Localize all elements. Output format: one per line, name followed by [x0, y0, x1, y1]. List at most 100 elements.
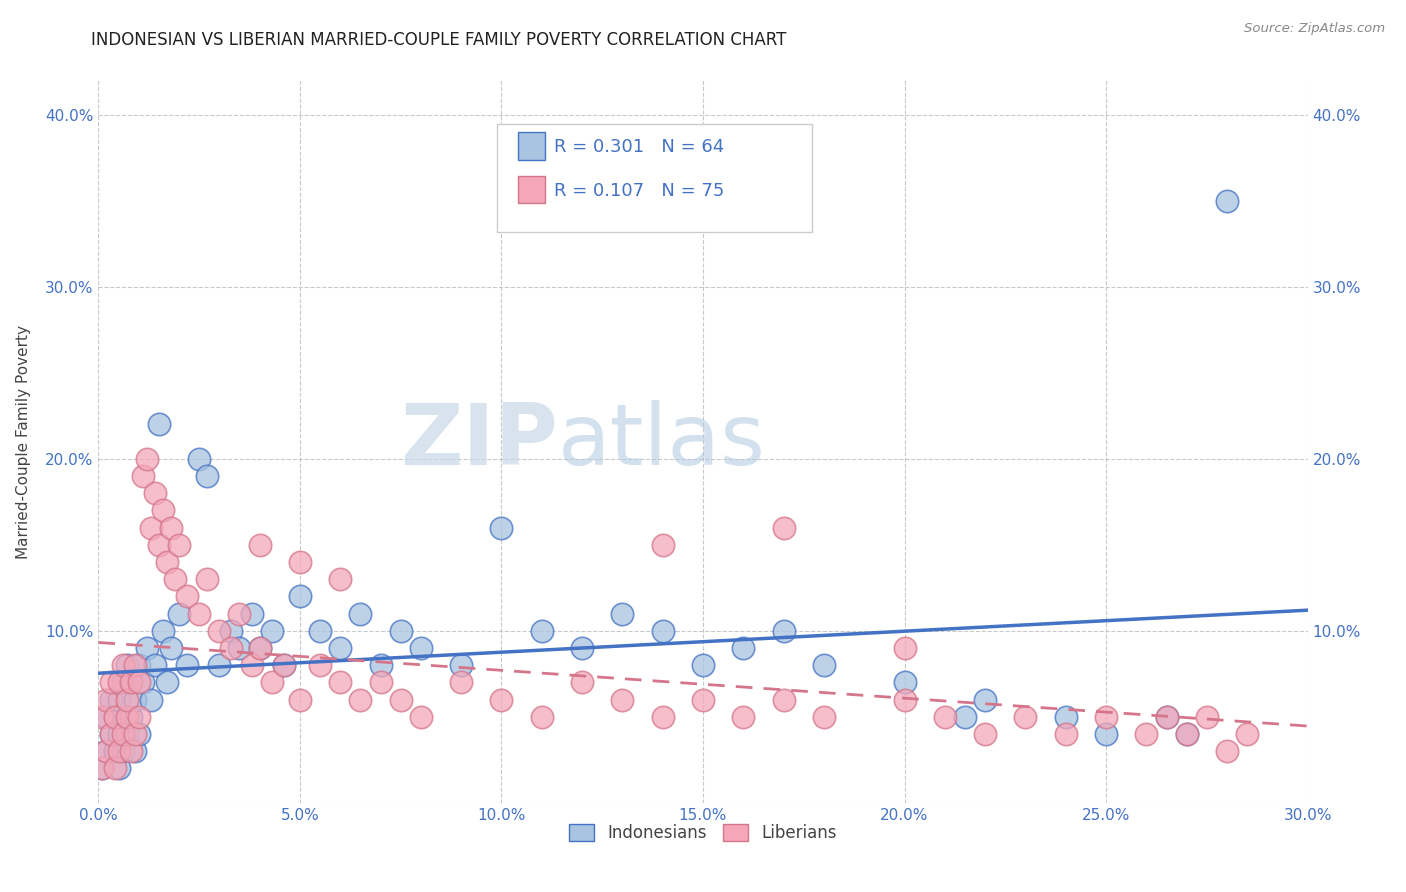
Point	[100, 675, 122, 690]
Point	[115, 692, 138, 706]
Point	[389, 624, 412, 638]
Point	[128, 710, 150, 724]
Point	[111, 675, 134, 690]
Point	[156, 675, 179, 690]
Point	[260, 675, 283, 690]
Point	[103, 710, 125, 724]
Point	[128, 675, 150, 690]
Point	[195, 469, 218, 483]
Point	[370, 658, 392, 673]
Text: atlas: atlas	[558, 400, 766, 483]
Point	[651, 538, 673, 552]
Point	[1054, 710, 1077, 724]
Point	[288, 590, 311, 604]
Point	[124, 692, 146, 706]
Point	[974, 727, 997, 741]
Point	[934, 710, 956, 724]
Point	[111, 744, 134, 758]
Point	[120, 710, 142, 724]
Point	[530, 710, 553, 724]
Point	[195, 572, 218, 586]
Point	[450, 675, 472, 690]
Point	[124, 744, 146, 758]
Point	[772, 520, 794, 534]
Point	[120, 744, 142, 758]
Point	[409, 710, 432, 724]
Point	[188, 451, 211, 466]
Point	[176, 590, 198, 604]
Text: Source: ZipAtlas.com: Source: ZipAtlas.com	[1244, 22, 1385, 36]
Point	[893, 675, 915, 690]
Point	[148, 538, 170, 552]
Point	[309, 658, 332, 673]
Point	[1054, 727, 1077, 741]
Point	[156, 555, 179, 569]
Point	[91, 761, 114, 775]
Point	[409, 640, 432, 655]
Point	[491, 692, 513, 706]
Point	[1095, 710, 1118, 724]
Point	[692, 658, 714, 673]
Text: INDONESIAN VS LIBERIAN MARRIED-COUPLE FAMILY POVERTY CORRELATION CHART: INDONESIAN VS LIBERIAN MARRIED-COUPLE FA…	[91, 31, 787, 49]
Point	[240, 658, 263, 673]
Bar	[517, 176, 544, 203]
Point	[273, 658, 295, 673]
Point	[221, 624, 243, 638]
Point	[953, 710, 976, 724]
Point	[103, 744, 125, 758]
Text: ZIP: ZIP	[401, 400, 558, 483]
Point	[167, 607, 190, 621]
Point	[176, 658, 198, 673]
Point	[132, 675, 155, 690]
Point	[91, 710, 114, 724]
Point	[1195, 710, 1218, 724]
Point	[139, 520, 162, 534]
FancyBboxPatch shape	[498, 124, 811, 232]
Point	[96, 710, 118, 724]
Point	[160, 640, 183, 655]
Point	[96, 744, 118, 758]
Point	[772, 624, 794, 638]
Point	[240, 607, 263, 621]
Point	[228, 640, 250, 655]
Point	[120, 675, 142, 690]
Point	[91, 761, 114, 775]
Point	[571, 675, 593, 690]
Point	[148, 417, 170, 432]
Point	[124, 658, 146, 673]
Point	[103, 761, 125, 775]
Point	[349, 692, 371, 706]
Point	[612, 607, 634, 621]
Point	[96, 744, 118, 758]
Point	[152, 503, 174, 517]
Point	[1014, 710, 1036, 724]
Point	[107, 744, 129, 758]
Text: R = 0.107   N = 75: R = 0.107 N = 75	[554, 182, 724, 200]
Point	[135, 640, 157, 655]
Point	[128, 658, 150, 673]
Point	[530, 624, 553, 638]
Point	[107, 692, 129, 706]
Point	[651, 710, 673, 724]
Point	[115, 710, 138, 724]
Point	[571, 640, 593, 655]
Point	[249, 538, 271, 552]
Text: R = 0.301   N = 64: R = 0.301 N = 64	[554, 138, 724, 156]
Point	[120, 675, 142, 690]
Point	[124, 727, 146, 741]
Point	[1135, 727, 1157, 741]
Point	[491, 520, 513, 534]
Point	[813, 710, 835, 724]
Point	[143, 658, 166, 673]
Point	[167, 538, 190, 552]
Point	[103, 710, 125, 724]
Point	[329, 572, 352, 586]
Point	[208, 624, 231, 638]
Point	[135, 451, 157, 466]
Point	[111, 658, 134, 673]
Point	[651, 624, 673, 638]
Point	[893, 640, 915, 655]
Point	[389, 692, 412, 706]
Point	[160, 520, 183, 534]
Point	[208, 658, 231, 673]
